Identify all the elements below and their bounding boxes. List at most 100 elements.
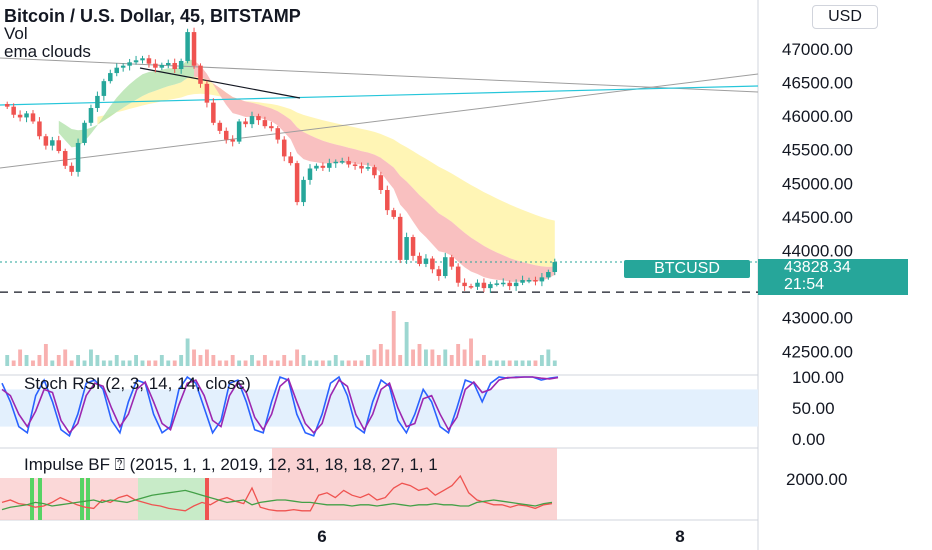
candle-body	[423, 258, 429, 264]
volume-bar	[269, 360, 274, 366]
ema-fast-cloud	[194, 60, 555, 282]
volume-bar	[436, 355, 441, 366]
volume-bar	[76, 355, 81, 366]
candle-body	[539, 277, 545, 282]
volume-bar	[494, 360, 499, 366]
stoch-rsi-title[interactable]: Stoch RSI (2, 3, 14, 14, close)	[24, 374, 251, 393]
volume-bar	[417, 344, 422, 366]
volume-bar	[372, 349, 377, 366]
volume-bar	[185, 338, 190, 366]
candle-body	[185, 32, 190, 61]
volume-bar	[533, 360, 538, 366]
volume-bar	[250, 355, 254, 366]
volume-bar	[456, 344, 461, 366]
candle-body	[475, 282, 480, 287]
volume-bar	[243, 360, 248, 366]
volume-bar	[31, 360, 35, 366]
price-axis-tick: 42500.00	[782, 342, 853, 361]
volume-bar	[192, 349, 196, 366]
candle-body	[43, 136, 49, 146]
candle-body	[378, 175, 384, 190]
volume-bar	[552, 360, 557, 366]
volume-bar	[69, 360, 74, 366]
volume-bar	[398, 355, 403, 366]
volume-bar	[89, 349, 93, 366]
volume-bar	[314, 360, 319, 366]
volume-bar	[333, 355, 338, 366]
volume-bar	[411, 349, 415, 366]
trendline-upper	[0, 57, 759, 93]
candle-body	[320, 165, 326, 168]
volume-bar	[108, 360, 113, 366]
volume-bar	[424, 349, 428, 366]
candle-body	[410, 237, 416, 256]
ema-green-cloud	[58, 59, 194, 148]
stoch-axis-tick: 0.00	[792, 430, 825, 449]
volume-bar	[507, 360, 512, 366]
volume-bar	[295, 349, 300, 366]
volume-bar	[204, 349, 209, 366]
volume-bars	[5, 311, 557, 366]
price-axis-tick: 46500.00	[782, 73, 853, 92]
volume-bar	[366, 355, 370, 366]
indicator-vol-label[interactable]: Vol	[4, 24, 28, 43]
volume-bar	[224, 360, 229, 366]
candle-body	[217, 122, 223, 131]
candle-body	[50, 140, 55, 146]
candle-body	[191, 32, 197, 66]
impulse-marker-bar	[205, 478, 209, 520]
impulse-title[interactable]: Impulse BF ⍰ (2015, 1, 1, 2019, 12, 31, …	[24, 455, 438, 474]
volume-bar	[159, 355, 164, 366]
stoch-axis-tick: 100.00	[792, 368, 844, 387]
last-price-value: 43828.34	[784, 259, 851, 276]
volume-bar	[385, 349, 390, 366]
volume-bar	[140, 360, 145, 366]
volume-bar	[301, 355, 306, 366]
candle-body	[333, 161, 339, 164]
candle-body	[359, 165, 364, 169]
trendline-cyan	[0, 85, 759, 106]
candle-body	[146, 58, 152, 64]
volume-bar	[56, 355, 61, 366]
volume-bar	[11, 360, 16, 366]
trendline-black	[139, 67, 301, 99]
candle-body	[507, 282, 512, 287]
indicator-ema-clouds-label[interactable]: ema clouds	[4, 42, 91, 61]
volume-bar	[443, 349, 448, 366]
volume-bar	[24, 355, 29, 366]
volume-bar	[327, 360, 332, 366]
volume-bar	[404, 322, 409, 366]
volume-bar	[198, 355, 203, 366]
candle-body	[11, 106, 16, 115]
candles	[4, 27, 558, 293]
volume-bar	[256, 360, 261, 366]
volume-bar	[127, 360, 132, 366]
candle-body	[520, 280, 525, 283]
volume-bar	[501, 360, 506, 366]
volume-bar	[166, 360, 171, 366]
candle-body	[294, 163, 300, 203]
candle-body	[17, 114, 23, 118]
candle-body	[288, 156, 293, 164]
volume-bar	[320, 360, 325, 366]
candle-body	[526, 280, 532, 282]
volume-bar	[514, 360, 519, 366]
impulse-green-line	[1, 489, 553, 511]
volume-bar	[95, 355, 100, 366]
volume-bar	[217, 360, 222, 366]
volume-bar	[475, 360, 480, 366]
last-price-tag: 43828.34 21:54	[758, 259, 908, 295]
impulse-marker-bar	[30, 478, 34, 520]
volume-bar	[340, 360, 345, 366]
stoch-d-line	[1, 376, 559, 435]
volume-bar	[18, 349, 23, 366]
volume-bar	[237, 360, 242, 366]
currency-button[interactable]: USD	[812, 5, 878, 29]
volume-bar	[359, 360, 364, 366]
candle-body	[430, 258, 435, 270]
volume-bar	[43, 344, 48, 366]
candle-body	[230, 139, 235, 142]
candle-body	[397, 216, 403, 260]
